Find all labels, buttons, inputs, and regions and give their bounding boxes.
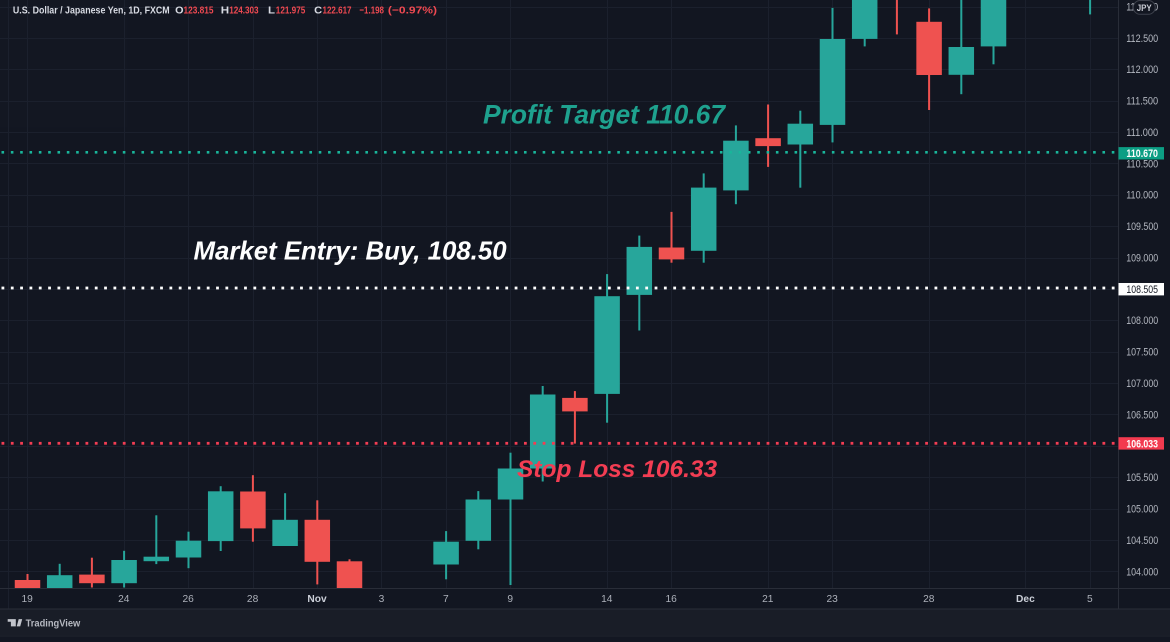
svg-text:108.505: 108.505 bbox=[1126, 284, 1158, 296]
svg-text:7: 7 bbox=[443, 594, 449, 605]
svg-text:28: 28 bbox=[923, 594, 935, 605]
svg-text:14: 14 bbox=[601, 594, 613, 605]
svg-text:Profit Target 110.67: Profit Target 110.67 bbox=[483, 100, 726, 130]
svg-text:O: O bbox=[175, 4, 183, 16]
svg-text:109.000: 109.000 bbox=[1126, 253, 1158, 265]
svg-text:112.500: 112.500 bbox=[1126, 33, 1158, 45]
svg-text:Dec: Dec bbox=[1016, 594, 1035, 605]
svg-text:110.000: 110.000 bbox=[1126, 190, 1158, 202]
svg-text:TradingView: TradingView bbox=[26, 618, 81, 629]
svg-text:107.500: 107.500 bbox=[1126, 347, 1158, 359]
svg-text:112.000: 112.000 bbox=[1126, 64, 1158, 76]
svg-text:5: 5 bbox=[1087, 594, 1093, 605]
svg-text:24: 24 bbox=[118, 594, 130, 605]
svg-text:123.815: 123.815 bbox=[184, 4, 214, 16]
svg-text:104.500: 104.500 bbox=[1126, 535, 1158, 547]
svg-text:19: 19 bbox=[22, 594, 34, 605]
svg-text:124.303: 124.303 bbox=[229, 4, 259, 16]
svg-text:U.S. Dollar / Japanese Yen, 1D: U.S. Dollar / Japanese Yen, 1D, FXCM bbox=[13, 4, 170, 16]
svg-text:Stop Loss 106.33: Stop Loss 106.33 bbox=[517, 456, 718, 483]
svg-text:−1.198: −1.198 bbox=[359, 4, 384, 16]
svg-text:C: C bbox=[314, 4, 322, 16]
svg-text:110.670: 110.670 bbox=[1126, 148, 1158, 160]
svg-text:9: 9 bbox=[507, 594, 513, 605]
svg-text:106.033: 106.033 bbox=[1126, 438, 1158, 450]
svg-text:26: 26 bbox=[183, 594, 195, 605]
svg-text:28: 28 bbox=[247, 594, 259, 605]
svg-text:104.000: 104.000 bbox=[1126, 566, 1158, 578]
svg-text:105.000: 105.000 bbox=[1126, 504, 1158, 516]
svg-text:JPY: JPY bbox=[1137, 3, 1152, 13]
svg-text:121.975: 121.975 bbox=[276, 4, 306, 16]
svg-text:21: 21 bbox=[762, 594, 774, 605]
svg-text:107.000: 107.000 bbox=[1126, 378, 1158, 390]
svg-text:Market Entry: Buy, 108.50: Market Entry: Buy, 108.50 bbox=[194, 238, 508, 266]
svg-text:109.500: 109.500 bbox=[1126, 221, 1158, 233]
svg-text:16: 16 bbox=[666, 594, 678, 605]
svg-text:L: L bbox=[268, 4, 276, 16]
svg-text:111.500: 111.500 bbox=[1126, 96, 1158, 108]
svg-text:3: 3 bbox=[379, 594, 385, 605]
svg-text:106.500: 106.500 bbox=[1126, 409, 1158, 421]
svg-text:H: H bbox=[221, 4, 229, 16]
svg-text:105.500: 105.500 bbox=[1126, 472, 1158, 484]
svg-text:122.617: 122.617 bbox=[323, 4, 352, 16]
svg-text:110.500: 110.500 bbox=[1126, 158, 1158, 170]
svg-text:108.000: 108.000 bbox=[1126, 315, 1158, 327]
svg-text:111.000: 111.000 bbox=[1126, 127, 1158, 139]
svg-text:(−0.97%): (−0.97%) bbox=[388, 4, 437, 16]
svg-text:Nov: Nov bbox=[307, 594, 327, 605]
svg-text:23: 23 bbox=[827, 594, 839, 605]
